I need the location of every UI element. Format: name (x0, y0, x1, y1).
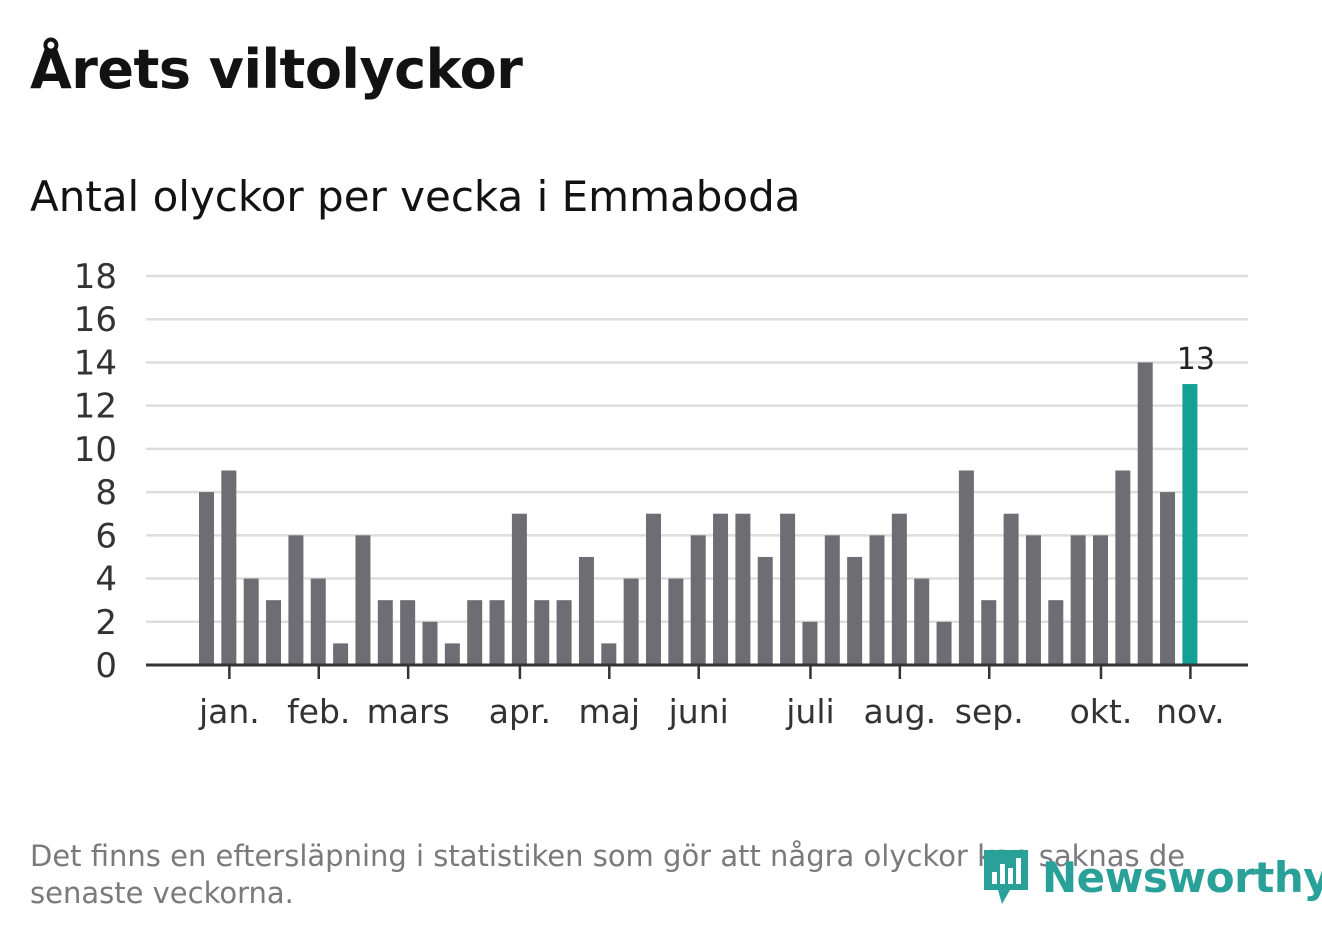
chart-subtitle: Antal olyckor per vecka i Emmaboda (30, 172, 801, 221)
x-tick-label: mars (367, 692, 450, 731)
bar (534, 600, 550, 665)
y-tick-label: 4 (95, 560, 117, 600)
bar (556, 600, 572, 665)
bar (780, 513, 796, 665)
bar (757, 556, 773, 665)
bar (958, 470, 974, 665)
bar (489, 600, 505, 665)
bar (802, 621, 818, 665)
bar (467, 600, 483, 665)
x-tick-label: maj (579, 692, 641, 731)
y-tick-label: 12 (74, 387, 117, 427)
bar (444, 643, 460, 665)
data-label: 13 (1177, 342, 1215, 377)
bar (355, 535, 371, 665)
bar (824, 535, 840, 665)
bar (914, 578, 930, 665)
brand-logo: Newsworthy (980, 846, 1322, 908)
bar (1093, 535, 1108, 665)
x-tick-label: feb. (287, 692, 350, 731)
bar (1115, 470, 1131, 665)
bar (646, 513, 661, 665)
x-tick-label: okt. (1070, 692, 1133, 731)
bar (1160, 492, 1176, 665)
bar (735, 513, 751, 665)
bar (847, 556, 863, 665)
y-tick-label: 0 (95, 646, 117, 686)
bar (400, 600, 416, 665)
bar (333, 643, 349, 665)
y-tick-label: 6 (95, 516, 117, 556)
x-tick-label: juli (785, 692, 834, 731)
y-tick-label: 16 (74, 300, 117, 340)
bar (221, 470, 237, 665)
x-axis-ticks: jan. feb. mars apr. maj juni juli aug. sep. okt. n… (198, 665, 1225, 731)
bar (668, 578, 684, 665)
bar (310, 578, 326, 665)
brand-name: Newsworthy (1042, 852, 1322, 902)
x-tick-label: jan. (198, 692, 260, 731)
bar (1048, 600, 1064, 665)
bar (869, 535, 885, 665)
y-tick-label: 18 (74, 257, 117, 297)
newsworthy-logo-icon (984, 850, 1028, 904)
y-tick-label: 14 (74, 343, 117, 383)
y-tick-label: 10 (74, 430, 117, 470)
bar (422, 621, 438, 665)
bar (243, 578, 259, 665)
bar (713, 513, 729, 665)
bar (199, 492, 214, 665)
x-tick-label: juni (668, 692, 729, 731)
bar (891, 513, 907, 665)
y-tick-label: 8 (95, 473, 117, 513)
bar (1070, 535, 1086, 665)
bar (1003, 513, 1019, 665)
bars: 13 (199, 342, 1215, 665)
bar (623, 578, 639, 665)
bar (377, 600, 393, 665)
bar (266, 600, 282, 665)
y-tick-label: 2 (95, 603, 117, 643)
bar-highlight (1182, 384, 1198, 665)
x-tick-label: sep. (955, 692, 1024, 731)
bar (690, 535, 706, 665)
chart-title: Årets viltolyckor (30, 38, 523, 101)
bar (1025, 535, 1041, 665)
bar (601, 643, 617, 665)
bar (511, 513, 527, 665)
bar (288, 535, 304, 665)
bar (1137, 362, 1153, 665)
x-tick-label: apr. (489, 692, 551, 731)
bar (578, 556, 594, 665)
x-tick-label: nov. (1156, 692, 1225, 731)
bar (981, 600, 997, 665)
bar (936, 621, 952, 665)
x-tick-label: aug. (864, 692, 937, 731)
